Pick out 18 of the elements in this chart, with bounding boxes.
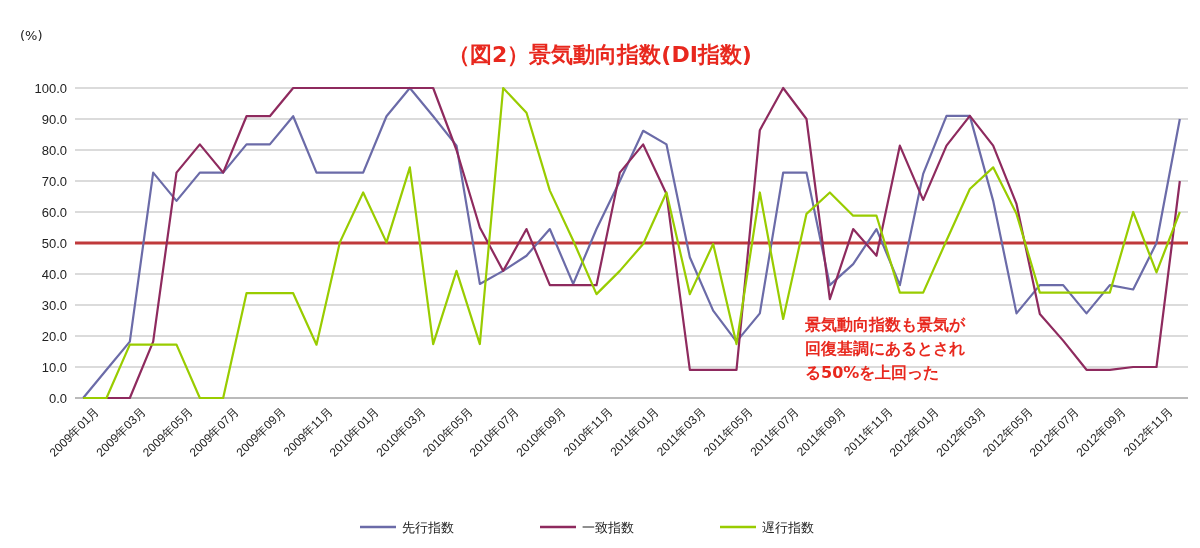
chart-title: （図2）景気動向指数(DI指数): [448, 42, 752, 67]
y-tick-label: 0.0: [48, 390, 67, 406]
y-tick-label: 20.0: [41, 328, 67, 344]
y-tick-label: 80.0: [41, 142, 67, 158]
y-tick-label: 50.0: [41, 235, 67, 251]
y-tick-label: 90.0: [41, 111, 67, 127]
y-axis-title: (%): [20, 28, 43, 43]
y-tick-label: 30.0: [41, 297, 67, 313]
legend-label: 遅行指数: [762, 520, 814, 535]
y-tick-label: 70.0: [41, 173, 67, 189]
y-tick-label: 60.0: [41, 204, 67, 220]
legend-label: 先行指数: [402, 520, 454, 535]
y-tick-label: 100.0: [34, 80, 67, 96]
line-series: [82, 86, 1181, 400]
y-tick-label: 40.0: [41, 266, 67, 282]
y-tick-label: 10.0: [41, 359, 67, 375]
legend-label: 一致指数: [582, 520, 634, 535]
annotation: 景気動向指数も景気が回復基調にあるとされる50%を上回った: [804, 315, 966, 382]
